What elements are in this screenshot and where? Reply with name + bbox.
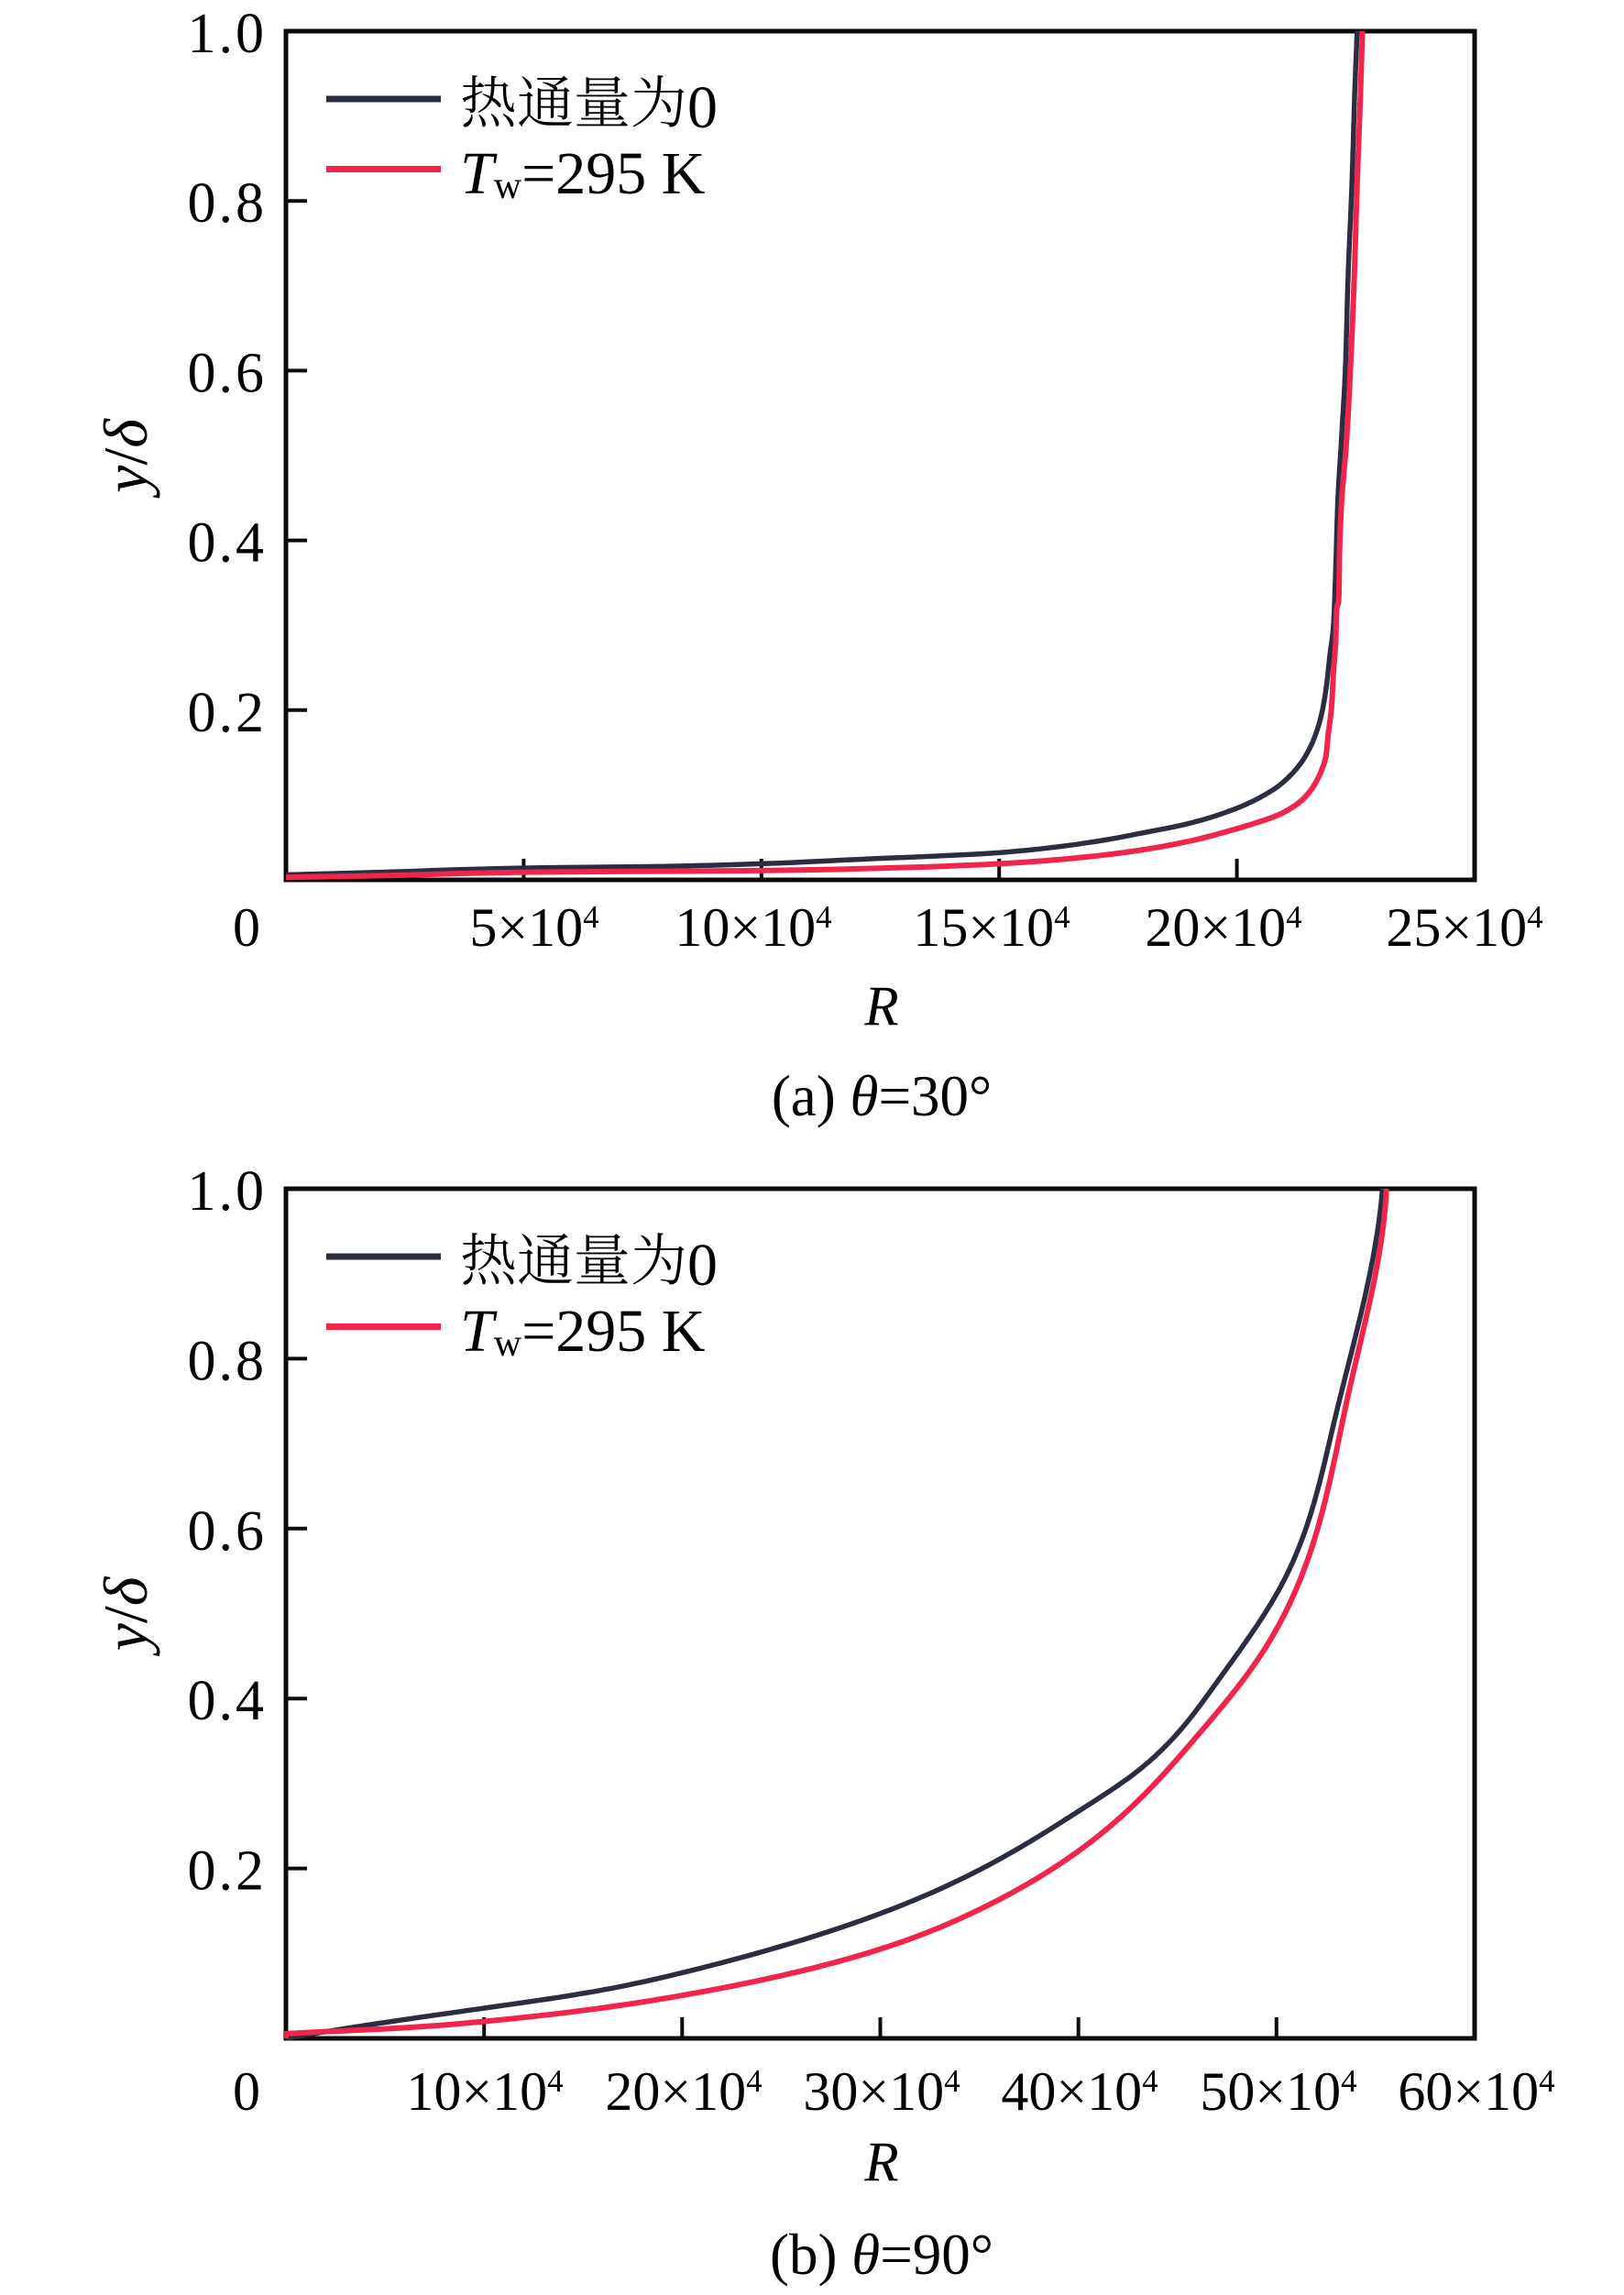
svg-text:Tw=295 K: Tw=295 K xyxy=(460,1298,705,1365)
svg-text:20×104: 20×104 xyxy=(605,2061,762,2122)
svg-text:0: 0 xyxy=(687,1232,718,1299)
svg-text:(a) θ=30°: (a) θ=30° xyxy=(772,1064,992,1128)
svg-text:0.2: 0.2 xyxy=(188,1840,268,1903)
svg-text:R: R xyxy=(863,976,898,1038)
svg-text:0: 0 xyxy=(233,2061,260,2122)
svg-text:60×104: 60×104 xyxy=(1398,2061,1554,2122)
svg-text:40×104: 40×104 xyxy=(1001,2061,1158,2122)
svg-text:15×104: 15×104 xyxy=(913,897,1070,958)
svg-text:0.6: 0.6 xyxy=(188,1500,268,1563)
svg-text:30×104: 30×104 xyxy=(803,2061,960,2122)
svg-text:5×104: 5×104 xyxy=(469,897,598,958)
svg-text:50×104: 50×104 xyxy=(1200,2061,1356,2122)
svg-text:R: R xyxy=(863,2132,898,2193)
svg-text:20×104: 20×104 xyxy=(1145,897,1301,958)
svg-text:0: 0 xyxy=(687,74,718,141)
svg-text:0.6: 0.6 xyxy=(188,342,268,404)
svg-text:10×104: 10×104 xyxy=(675,897,831,958)
svg-text:0.2: 0.2 xyxy=(188,682,268,744)
svg-text:Tw=295 K: Tw=295 K xyxy=(460,140,705,207)
svg-text:0.8: 0.8 xyxy=(188,1330,268,1392)
svg-text:0.4: 0.4 xyxy=(188,512,268,575)
svg-text:y/δ: y/δ xyxy=(91,1576,160,1656)
svg-text:0: 0 xyxy=(233,897,260,958)
svg-text:0.8: 0.8 xyxy=(188,172,268,235)
svg-text:0.4: 0.4 xyxy=(188,1670,268,1732)
svg-text:1.0: 1.0 xyxy=(188,1160,268,1223)
svg-text:10×104: 10×104 xyxy=(406,2061,563,2122)
svg-text:y/δ: y/δ xyxy=(91,418,160,499)
svg-text:(b) θ=90°: (b) θ=90° xyxy=(770,2223,993,2287)
svg-text:1.0: 1.0 xyxy=(188,3,268,65)
svg-text:25×104: 25×104 xyxy=(1386,897,1542,958)
